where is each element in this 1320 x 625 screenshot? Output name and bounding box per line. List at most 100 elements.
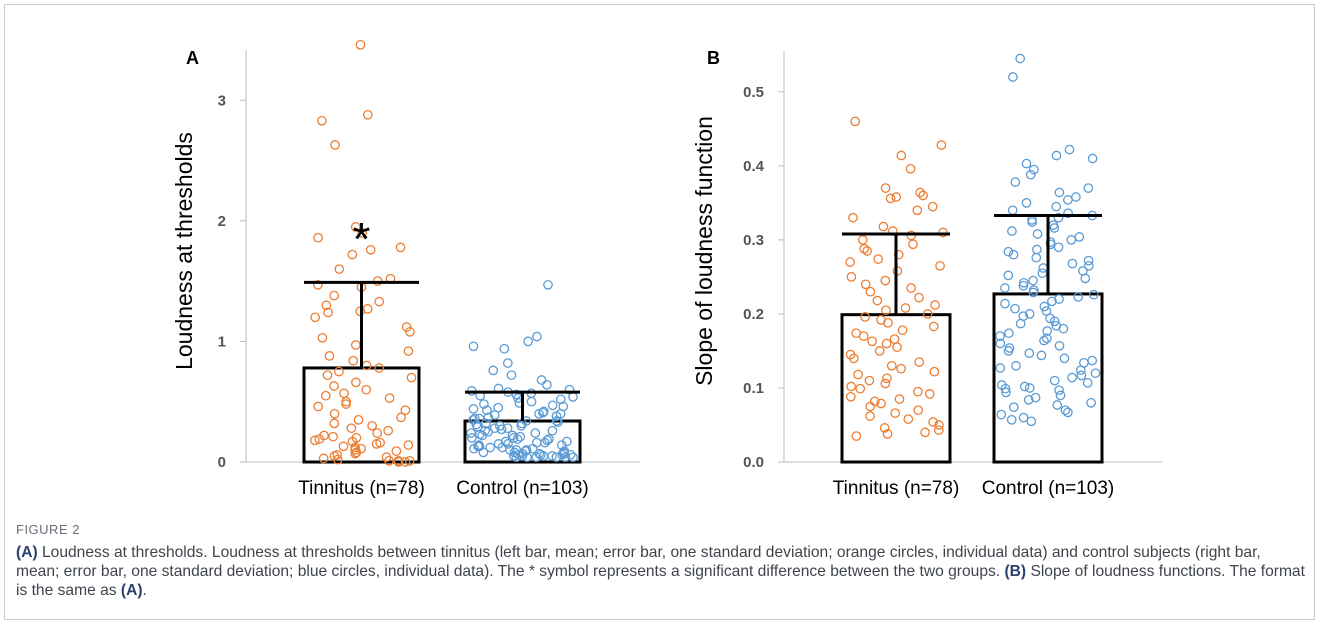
panel-a-point-1-39 — [551, 416, 562, 426]
panel-a-point-1-32 — [489, 410, 500, 420]
panel-a-point-1-58 — [515, 431, 526, 442]
panel-a-point-0-77 — [393, 457, 404, 467]
panel-a-letter: A — [186, 48, 199, 68]
panel-a-point-1-88 — [559, 448, 570, 459]
panel-b-point-0-11 — [848, 212, 858, 223]
panel-b-point-1-20 — [1027, 217, 1038, 227]
panel-b-point-0-6 — [918, 190, 928, 201]
panel-b-point-0-19 — [862, 246, 873, 256]
panel-b-ytick-label-4: 0.4 — [743, 158, 765, 175]
panel-b-point-0-46 — [892, 342, 902, 353]
panel-b-point-0-28 — [906, 283, 916, 293]
panel-b-point-1-39 — [1037, 268, 1048, 279]
panel-b-point-0-10 — [912, 205, 923, 216]
panel-b-point-0-9 — [927, 201, 938, 212]
panel-a-point-0-0 — [355, 39, 366, 50]
panel-b-point-1-63 — [1042, 326, 1053, 336]
panel-a-category-label-1: Control (n=103) — [456, 478, 589, 499]
panel-b-point-0-42 — [858, 331, 869, 341]
panel-b-point-0-17 — [908, 239, 918, 250]
panel-a-point-0-48 — [367, 420, 377, 431]
panel-a-point-1-74 — [485, 442, 496, 453]
panel-b-point-0-51 — [886, 360, 897, 371]
panel-b-point-1-97 — [996, 409, 1007, 420]
panel-b-point-0-26 — [880, 275, 891, 286]
panel-b-point-1-81 — [1076, 370, 1087, 381]
panel-b-point-1-101 — [1000, 383, 1011, 394]
panel-b-point-0-4 — [880, 183, 891, 193]
panel-b-point-1-83 — [1049, 375, 1060, 386]
panel-b-point-0-50 — [914, 357, 925, 367]
panel-b-ytick-label-1: 0.1 — [743, 380, 764, 397]
panel-b-point-1-11 — [1071, 192, 1081, 202]
panel-a-point-0-7 — [395, 242, 406, 253]
panel-b-point-0-52 — [896, 363, 906, 374]
panel-a-point-1-29 — [538, 407, 548, 418]
panel-a-point-1-7 — [506, 370, 517, 381]
panel-b-point-1-33 — [1031, 252, 1042, 263]
panel-a-point-0-41 — [341, 399, 351, 409]
panel-b-point-1-49 — [1073, 292, 1084, 302]
panel-a-point-0-30 — [374, 363, 385, 373]
panel-a-point-0-36 — [361, 384, 372, 395]
panel-b-point-1-79 — [1075, 365, 1086, 376]
panel-b-point-1-2 — [1064, 144, 1075, 155]
panel-a-point-0-71 — [318, 453, 329, 464]
panel-a-point-1-57 — [477, 430, 488, 441]
panel-b-point-1-41 — [1080, 273, 1091, 284]
panel-a-point-0-24 — [317, 332, 328, 343]
panel-a-point-0-66 — [351, 447, 362, 458]
caption-text: (A) Loudness at thresholds. Loudness at … — [16, 543, 1306, 600]
panel-a-point-0-73 — [384, 455, 394, 466]
panel-b-letter: B — [707, 48, 720, 68]
panel-b-point-0-77 — [851, 431, 862, 441]
panel-a-point-0-10 — [334, 264, 345, 274]
panel-b-point-1-29 — [1053, 242, 1064, 253]
panel-b-point-0-39 — [928, 321, 939, 332]
panel-a-point-1-4 — [499, 343, 510, 354]
panel-a-point-1-17 — [568, 392, 578, 402]
panel-b-point-1-14 — [1051, 201, 1062, 212]
panel-b-point-1-31 — [1003, 246, 1014, 257]
panel-b-point-1-5 — [1021, 158, 1032, 169]
panel-b-point-1-47 — [1028, 287, 1039, 298]
panel-a-point-1-2 — [523, 336, 533, 347]
panel-b-point-1-23 — [1007, 226, 1017, 236]
panel-a-point-0-50 — [383, 425, 394, 436]
panel-a-point-0-35 — [329, 381, 339, 391]
panel-b-point-1-90 — [1030, 392, 1041, 403]
panel-a-point-0-25 — [350, 340, 361, 350]
panel-a-point-1-3 — [468, 341, 479, 352]
panel-b-point-1-48 — [1088, 289, 1099, 300]
panel-b-point-0-7 — [891, 192, 902, 202]
panel-b-point-1-7 — [1025, 169, 1036, 180]
panel-a-point-1-37 — [468, 414, 479, 425]
panel-a-point-1-71 — [556, 440, 567, 450]
panel-b-point-0-45 — [881, 338, 892, 349]
panel-b-point-1-64 — [1004, 328, 1014, 339]
panel-a-point-0-72 — [332, 454, 343, 465]
panel-a-point-1-60 — [467, 433, 477, 443]
figure-charts: A Loudness at thresholds 0 1 2 3 Tinnitus (n=7… — [171, 39, 1162, 499]
panel-a-point-1-63 — [542, 435, 552, 446]
panel-b-point-0-32 — [930, 300, 940, 310]
panel-b-point-0-61 — [924, 389, 935, 399]
panel-b-point-1-54 — [1010, 303, 1020, 314]
panel-a-point-0-23 — [405, 326, 415, 337]
panel-b-point-1-89 — [1055, 390, 1066, 401]
panel-b-point-1-6 — [1029, 164, 1039, 175]
panel-a-point-1-26 — [468, 404, 479, 414]
panel-b-point-1-92 — [1086, 397, 1096, 408]
panel-a-point-0-67 — [350, 448, 361, 459]
panel-a-point-1-23 — [547, 400, 558, 411]
panel-b-point-1-45 — [1000, 283, 1010, 293]
panel-a-point-1-22 — [479, 399, 489, 409]
panel-b-ytick-label-5: 0.5 — [743, 84, 764, 101]
panel-b-point-0-57 — [880, 378, 891, 389]
panel-a-ytick-label-0: 0 — [218, 454, 226, 471]
panel-a-point-1-94 — [517, 451, 528, 461]
panel-b-point-0-8 — [885, 193, 896, 204]
panel-a-point-1-47 — [502, 423, 513, 434]
panel-a-point-0-13 — [313, 279, 323, 290]
panel-b-point-1-0 — [1015, 53, 1026, 64]
